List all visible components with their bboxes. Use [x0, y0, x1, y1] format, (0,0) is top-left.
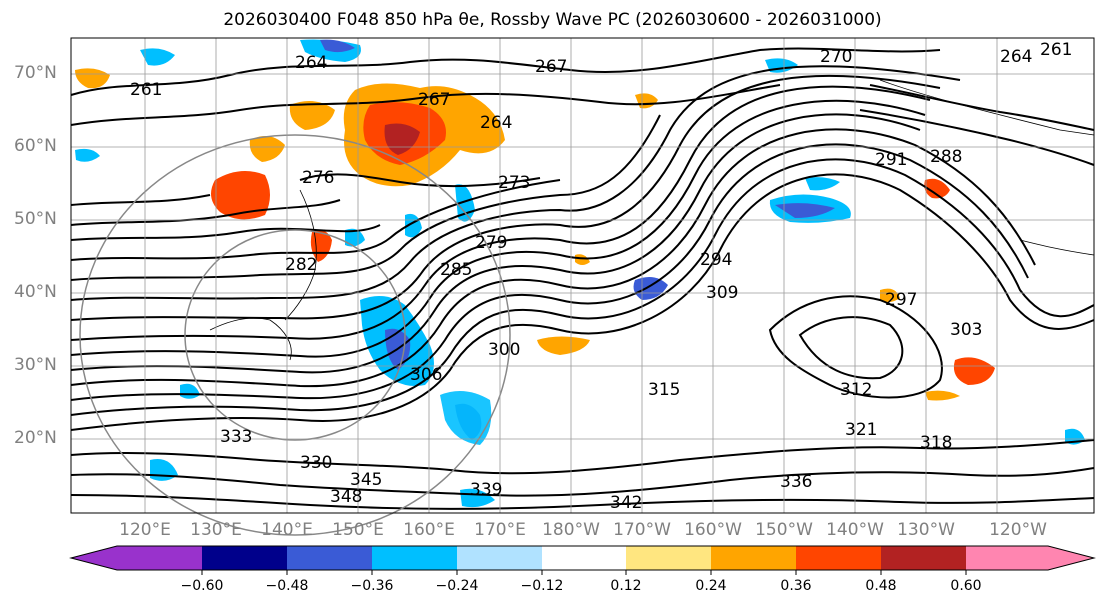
contour-label: 306	[410, 365, 442, 385]
lon-label: 160°E	[403, 520, 455, 540]
contour-label: 315	[648, 380, 680, 400]
contour-label: 312	[840, 380, 872, 400]
lon-label: 140°W	[826, 520, 884, 540]
colorbar-cell	[202, 546, 287, 570]
colorbar	[69, 545, 1096, 575]
colorbar-tick-label: −0.24	[435, 578, 479, 594]
colorbar-cell	[542, 546, 626, 570]
contour-label: 264	[480, 113, 512, 133]
colorbar-tick-label: 0.36	[780, 578, 812, 594]
lat-label: 70°N	[14, 63, 57, 83]
contour-label: 348	[330, 487, 362, 507]
contour-label: 342	[610, 493, 642, 513]
contour-label: 264	[295, 53, 327, 73]
colorbar-tick-label: −0.60	[180, 578, 224, 594]
graticule	[71, 38, 1094, 513]
lat-label: 30°N	[14, 355, 57, 375]
colorbar-cell	[881, 546, 966, 570]
colorbar-tick-label: 0.12	[610, 578, 642, 594]
colorbar-tick-label: −0.36	[350, 578, 394, 594]
colorbar-cell	[1048, 546, 1094, 570]
coastlines	[209, 79, 1095, 361]
colorbar-cell	[796, 546, 881, 570]
anomaly-shading	[75, 39, 1085, 508]
contour-label: 297	[885, 290, 917, 310]
contour-label: 339	[470, 480, 502, 500]
colorbar-cell	[287, 546, 372, 570]
lon-label: 170°E	[474, 520, 526, 540]
lon-label: 120°W	[989, 520, 1047, 540]
colorbar-outline	[69, 545, 1096, 571]
contour-labels: 264 267 270 261 264 267 264 261 276 273 …	[130, 40, 1072, 513]
contour-label: 309	[706, 283, 738, 303]
reference-circles	[79, 134, 511, 536]
map-title: 2026030400 F048 850 hPa θe, Rossby Wave …	[223, 10, 882, 30]
contour-label: 267	[535, 57, 567, 77]
contour-label: 333	[220, 427, 252, 447]
contour-label: 267	[418, 90, 450, 110]
colorbar-cell	[71, 546, 117, 570]
contour-label: 318	[920, 433, 952, 453]
lon-label: 150°E	[332, 520, 384, 540]
contour-label: 330	[300, 453, 332, 473]
contour-label: 273	[498, 173, 530, 193]
contour-label: 291	[875, 150, 907, 170]
contour-label: 264	[1000, 47, 1032, 67]
colorbar-cell	[457, 546, 542, 570]
lon-label: 170°W	[613, 520, 671, 540]
contour-label: 279	[475, 233, 507, 253]
lon-label: 160°W	[684, 520, 742, 540]
contour-label: 321	[845, 420, 877, 440]
colorbar-tick-label: 0.48	[865, 578, 897, 594]
lon-label: 130°E	[190, 520, 242, 540]
contour-label: 300	[488, 340, 520, 360]
colorbar-tick-label: 0.24	[695, 578, 727, 594]
lat-label: 40°N	[14, 282, 57, 302]
colorbar-cell	[966, 546, 1048, 570]
lon-label: 180°W	[542, 520, 600, 540]
colorbar-cell	[711, 546, 796, 570]
map-frame	[70, 37, 1095, 514]
lat-label: 20°N	[14, 428, 57, 448]
lat-label: 60°N	[14, 136, 57, 156]
contour-label: 345	[350, 470, 382, 490]
contour-label: 270	[820, 47, 852, 67]
lon-label: 130°W	[897, 520, 955, 540]
contour-label: 261	[1040, 40, 1072, 60]
lon-label: 120°E	[119, 520, 171, 540]
colorbar-tick-label: 0.60	[950, 578, 982, 594]
contour-label: 261	[130, 80, 162, 100]
contour-label: 288	[930, 147, 962, 167]
contour-label: 285	[440, 260, 472, 280]
colorbar-tick-label: −0.48	[265, 578, 309, 594]
contour-label: 282	[285, 255, 317, 275]
lat-label: 50°N	[14, 209, 57, 229]
lon-label: 140°E	[261, 520, 313, 540]
contour-label: 276	[302, 168, 334, 188]
lon-label: 150°W	[755, 520, 813, 540]
colorbar-cell	[117, 546, 202, 570]
colorbar-tick-label: −0.12	[520, 578, 564, 594]
colorbar-cell	[372, 546, 457, 570]
contour-label: 294	[700, 250, 732, 270]
contour-label: 336	[780, 472, 812, 492]
colorbar-cell	[626, 546, 711, 570]
contour-label: 303	[950, 320, 982, 340]
